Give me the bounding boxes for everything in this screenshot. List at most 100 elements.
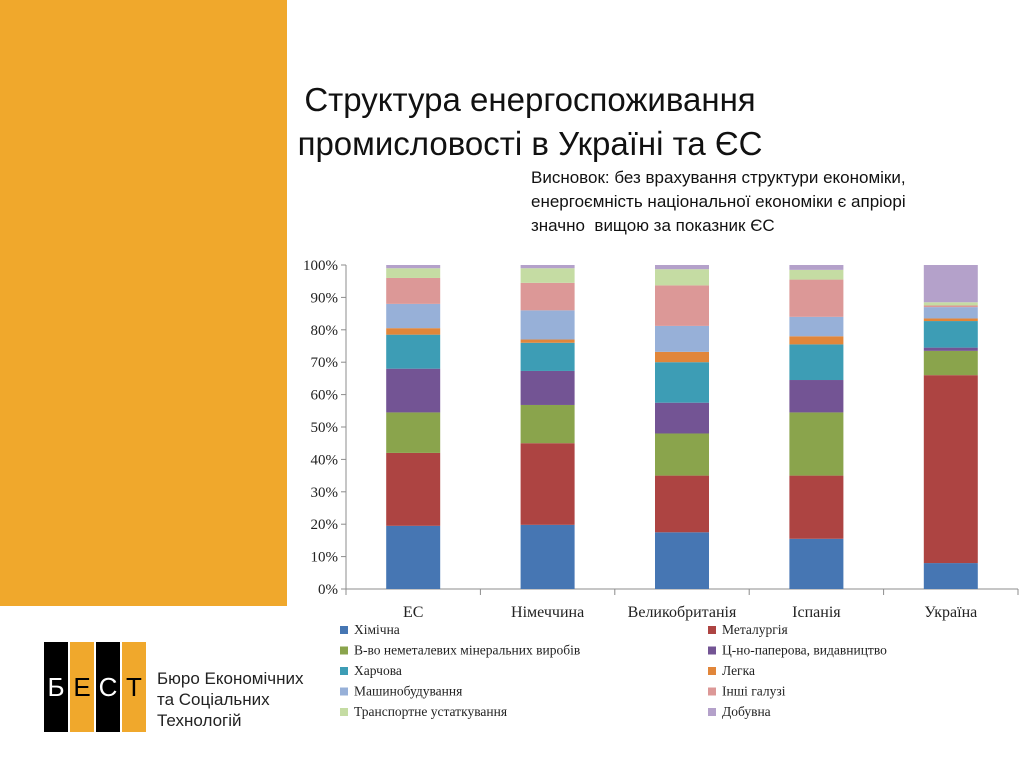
bar-segment [386,277,441,304]
bar-segment [923,302,978,306]
legend-label: Харчова [354,663,402,678]
legend-swatch [340,626,348,634]
legend-label: Машинобудування [354,684,462,699]
logo-text-line-1: Бюро Економічних [157,669,304,688]
bar-segment [923,318,978,322]
legend-label: Інші галузі [722,684,786,699]
x-category-label: Великобританія [628,604,737,621]
bar-segment [520,265,575,269]
bar-segment [520,370,575,405]
bar-segment [923,305,978,308]
x-category-label: Україна [924,604,977,621]
legend-swatch [708,708,716,716]
legend-label: Легка [722,663,755,678]
legend-label: Металургія [722,622,788,637]
bar-segment [655,269,709,286]
legend-label: Ц-но-паперова, видавництво [722,643,887,658]
y-tick-label: 80% [311,323,339,339]
legend-swatch [708,687,716,696]
bar-segment [386,265,441,269]
bar-segment [923,265,978,303]
y-tick-label: 70% [311,355,339,371]
slide-title: Структура енергоспоживання промисловості… [280,78,780,166]
legend-swatch [340,687,348,696]
side-panel [0,0,287,606]
bar-segment [386,268,441,278]
bar-segment [655,402,709,434]
bar-segment [386,334,441,369]
x-category-label: Іспанія [792,604,841,621]
bar-segment [789,475,844,539]
bar-segment [655,475,709,533]
title-line-2: промисловості в Україні та ЄС [297,125,763,162]
bar-segment [789,265,844,270]
y-tick-label: 50% [311,420,339,436]
bar-segment [520,268,575,283]
bar-segment [923,375,978,564]
y-tick-label: 0% [318,582,338,598]
bar-segment [655,285,709,326]
bar-segment [520,443,575,525]
bar-segment [655,532,709,589]
bar-segment [789,269,844,280]
legend-swatch [340,708,348,716]
bar-segment [789,380,844,413]
bar-segment [923,347,978,351]
logo-letter-2: Е [70,642,94,732]
bar-segment [923,563,978,589]
bar-segment [520,524,575,589]
bar-segment [520,404,575,444]
bar-segment [520,310,575,340]
conclusion-line-3: значно вищою за показник ЄС [531,216,775,235]
logo-letter-4: Т [122,642,146,732]
bar-segment [655,265,709,270]
conclusion-text: Висновок: без врахування структури еконо… [531,166,1001,238]
bar-segment [386,368,441,413]
logo-letter-1: Б [44,642,68,732]
logo-letter-3: С [96,642,120,732]
logo-text-line-2: та Соціальних [157,690,270,709]
x-category-label: Німеччина [511,604,584,621]
bar-segment [520,339,575,343]
legend-swatch [708,626,716,634]
logo-text: Бюро Економічних та Соціальних Технологі… [157,668,357,731]
bar-segment [655,362,709,403]
y-tick-label: 20% [311,517,339,533]
legend-swatch [708,667,716,675]
y-tick-label: 30% [311,485,339,501]
bar-segment [520,342,575,371]
bar-segment [655,325,709,352]
conclusion-line-2: енергоємність національної економіки є а… [531,192,906,211]
bar-segment [789,316,844,337]
legend-swatch [340,646,348,655]
bar-segment [386,525,441,589]
logo-text-line-3: Технологій [157,711,242,730]
bar-segment [386,412,441,453]
bar-segment [789,336,844,345]
legend-label: Хімічна [354,622,400,637]
legend-swatch [708,646,716,655]
bar-segment [789,344,844,381]
bar-segment [520,282,575,311]
bar-segment [386,452,441,526]
bar-segment [923,307,978,319]
title-line-1: Структура енергоспоживання [304,81,756,118]
legend-label: Транспортне устаткування [354,704,507,719]
y-tick-label: 40% [311,452,339,468]
bar-segment [923,350,978,376]
y-tick-label: 100% [303,258,338,274]
bar-segment [655,433,709,476]
bar-segment [789,412,844,476]
bar-segment [789,538,844,589]
legend-label: В-во неметалевих мінеральних виробів [354,643,580,658]
y-tick-label: 90% [311,290,339,306]
bar-segment [386,303,441,329]
conclusion-line-1: Висновок: без врахування структури еконо… [531,168,906,187]
legend-swatch [340,667,348,675]
bar-segment [655,351,709,363]
bar-segment [386,328,441,335]
bar-segment [789,279,844,317]
y-tick-label: 60% [311,388,339,404]
x-category-label: ЕС [403,604,423,621]
